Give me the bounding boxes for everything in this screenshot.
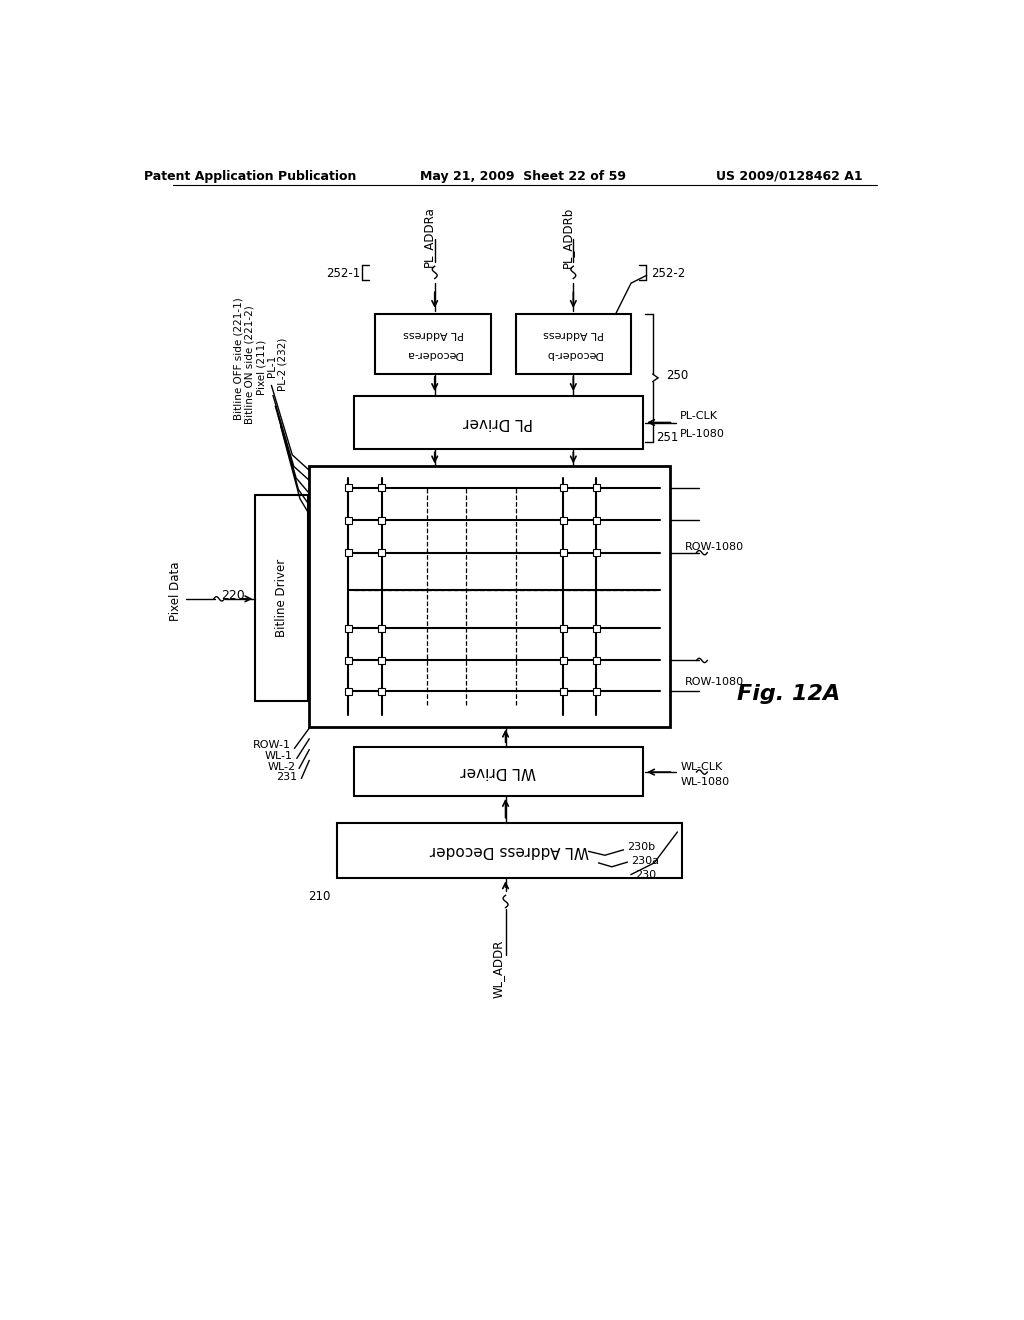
Text: PL-1080: PL-1080 xyxy=(680,429,725,440)
Bar xyxy=(378,624,385,631)
Bar xyxy=(515,314,631,374)
Bar xyxy=(337,822,682,878)
Bar xyxy=(378,517,385,524)
Bar xyxy=(560,549,566,556)
Text: Patent Application Publication: Patent Application Publication xyxy=(143,169,356,182)
Bar xyxy=(309,466,670,726)
Bar xyxy=(354,396,643,449)
Text: Decoder-a: Decoder-a xyxy=(404,348,462,359)
Bar xyxy=(593,517,600,524)
Text: PL-2 (232): PL-2 (232) xyxy=(278,338,288,392)
Text: US 2009/0128462 A1: US 2009/0128462 A1 xyxy=(716,169,862,182)
Bar xyxy=(345,688,352,694)
Text: PL-1: PL-1 xyxy=(267,355,278,378)
Text: 230: 230 xyxy=(635,870,656,879)
Text: PL Driver: PL Driver xyxy=(463,414,534,430)
Bar xyxy=(378,688,385,694)
Bar xyxy=(593,484,600,491)
Bar xyxy=(378,657,385,664)
Text: Fig. 12A: Fig. 12A xyxy=(737,684,841,704)
Bar xyxy=(560,657,566,664)
Bar xyxy=(345,517,352,524)
Text: WL-CLK: WL-CLK xyxy=(680,762,723,772)
Bar xyxy=(593,688,600,694)
Bar xyxy=(593,624,600,631)
Text: PL-CLK: PL-CLK xyxy=(680,412,719,421)
Text: PL Address: PL Address xyxy=(402,329,464,339)
Bar xyxy=(560,484,566,491)
Bar xyxy=(345,657,352,664)
Text: 220: 220 xyxy=(221,589,245,602)
Text: ROW-1080: ROW-1080 xyxy=(685,677,744,686)
Text: ROW-1: ROW-1 xyxy=(253,741,291,750)
Text: 230a: 230a xyxy=(631,855,659,866)
Text: Bitline OFF side (221-1): Bitline OFF side (221-1) xyxy=(233,297,244,420)
Bar xyxy=(560,688,566,694)
Bar xyxy=(593,657,600,664)
Text: 210: 210 xyxy=(308,890,331,903)
Text: 251: 251 xyxy=(656,430,679,444)
Bar xyxy=(376,314,490,374)
Text: PL Address: PL Address xyxy=(543,329,604,339)
Text: 252-1: 252-1 xyxy=(326,268,360,280)
Text: WL-1: WL-1 xyxy=(265,751,293,760)
Text: 252-2: 252-2 xyxy=(651,268,685,280)
Text: PL_ADDRb: PL_ADDRb xyxy=(561,206,573,268)
Text: - - - -: - - - - xyxy=(470,583,500,597)
Text: 230b: 230b xyxy=(628,842,655,851)
Text: WL Address Decoder: WL Address Decoder xyxy=(430,843,589,858)
Bar xyxy=(255,495,307,701)
Bar xyxy=(378,549,385,556)
Text: 250: 250 xyxy=(666,370,688,381)
Bar xyxy=(560,624,566,631)
Bar xyxy=(345,624,352,631)
Bar xyxy=(354,747,643,796)
Text: WL-1080: WL-1080 xyxy=(680,777,729,787)
Text: Decoder-b: Decoder-b xyxy=(545,348,602,359)
Text: Pixel Data: Pixel Data xyxy=(169,561,181,620)
Bar xyxy=(560,517,566,524)
Text: ROW-1080: ROW-1080 xyxy=(685,543,744,552)
Bar xyxy=(345,549,352,556)
Text: 231: 231 xyxy=(276,772,298,783)
Text: May 21, 2009  Sheet 22 of 59: May 21, 2009 Sheet 22 of 59 xyxy=(420,169,627,182)
Text: Pixel (211): Pixel (211) xyxy=(256,341,266,396)
Text: Bitline Driver: Bitline Driver xyxy=(275,558,288,638)
Bar xyxy=(378,484,385,491)
Bar xyxy=(345,484,352,491)
Text: PL_ADDRa: PL_ADDRa xyxy=(422,206,435,268)
Text: WL_ADDR: WL_ADDR xyxy=(493,940,505,998)
Text: WL-2: WL-2 xyxy=(267,762,295,772)
Text: WL Driver: WL Driver xyxy=(461,764,537,779)
Text: Bitline ON side (221-2): Bitline ON side (221-2) xyxy=(245,305,255,424)
Bar xyxy=(593,549,600,556)
